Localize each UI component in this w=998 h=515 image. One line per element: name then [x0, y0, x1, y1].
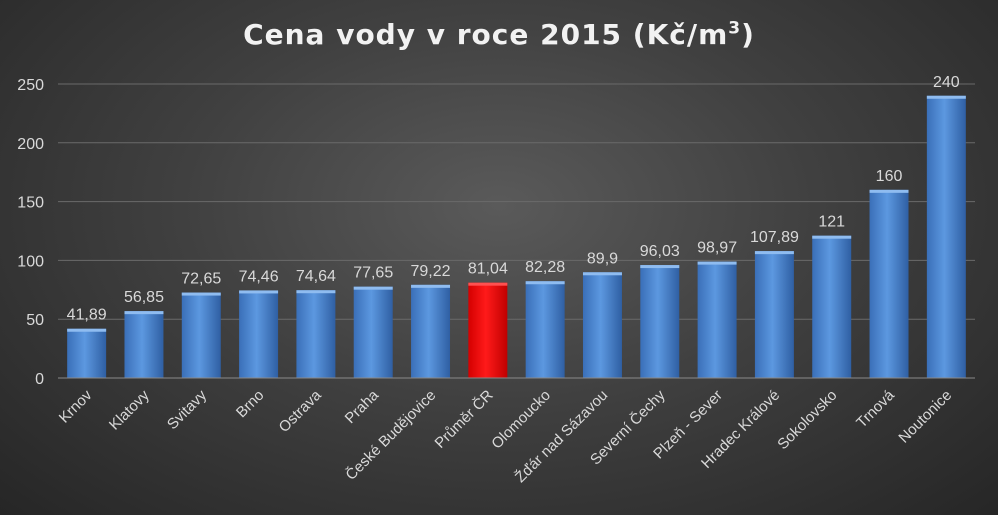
- bar-12: [754, 251, 794, 378]
- bar-top-0: [67, 328, 107, 332]
- bar-top-3: [239, 290, 279, 294]
- bar-top-15: [926, 95, 966, 99]
- bar-15: [926, 95, 966, 378]
- bar-5: [353, 286, 393, 378]
- value-label-1: 56,85: [124, 289, 164, 306]
- chart-title-end: ): [741, 18, 755, 51]
- y-tick-label-200: 200: [17, 136, 44, 153]
- value-label-12: 107,89: [750, 229, 799, 246]
- category-label-3: Brno: [233, 387, 267, 421]
- value-label-10: 96,03: [640, 243, 680, 260]
- category-label-13: Sokolovsko: [774, 387, 840, 453]
- bar-14: [869, 189, 909, 378]
- category-label-5: Praha: [342, 386, 383, 427]
- bar-10: [640, 265, 680, 378]
- category-label-2: Svitavy: [164, 386, 211, 433]
- y-tick-label-250: 250: [17, 77, 44, 94]
- bar-top-5: [353, 286, 393, 290]
- bar-top-1: [124, 311, 164, 315]
- category-label-1: Klatovy: [106, 386, 153, 433]
- value-label-15: 240: [933, 74, 960, 91]
- bar-top-12: [754, 251, 794, 255]
- bar-4: [296, 290, 336, 378]
- value-label-4: 74,64: [296, 268, 336, 285]
- y-tick-label-100: 100: [17, 253, 44, 270]
- bar-13: [812, 235, 852, 378]
- bar-top-13: [812, 235, 852, 239]
- chart-title: Cena vody v roce 2015 (Kč/m3): [0, 18, 998, 51]
- category-label-14: Trnová: [853, 386, 898, 431]
- bar-8: [525, 281, 565, 378]
- value-label-11: 98,97: [697, 240, 737, 257]
- bar-11: [697, 261, 737, 378]
- bar-top-8: [525, 281, 565, 285]
- value-label-0: 41,89: [67, 307, 107, 324]
- chart-title-superscript: 3: [728, 18, 742, 39]
- value-label-2: 72,65: [181, 271, 221, 288]
- bar-6: [411, 284, 451, 378]
- bar-0: [67, 328, 107, 378]
- value-label-7: 81,04: [468, 261, 508, 278]
- bar-top-6: [411, 284, 451, 288]
- bar-top-9: [582, 272, 622, 276]
- y-tick-label-50: 50: [26, 312, 44, 329]
- y-tick-label-150: 150: [17, 195, 44, 212]
- bar-top-11: [697, 261, 737, 265]
- value-label-9: 89,9: [587, 250, 618, 267]
- y-tick-label-0: 0: [35, 371, 44, 388]
- value-label-14: 160: [876, 168, 903, 185]
- bar-top-10: [640, 265, 680, 269]
- category-label-7: Průměr ČR: [432, 387, 497, 452]
- category-label-0: Krnov: [56, 386, 96, 426]
- bar-top-4: [296, 290, 336, 294]
- value-label-13: 121: [818, 214, 845, 231]
- bar-top-2: [181, 292, 221, 296]
- bar-1: [124, 311, 164, 378]
- chart-title-text: Cena vody v roce 2015 (Kč/m: [243, 18, 729, 51]
- category-label-4: Ostrava: [276, 386, 326, 436]
- value-label-3: 74,46: [239, 268, 279, 285]
- bar-top-7: [468, 282, 508, 286]
- category-label-15: Noutonice: [895, 387, 955, 447]
- value-label-5: 77,65: [353, 265, 393, 282]
- bar-9: [582, 272, 622, 378]
- bar-3: [239, 290, 279, 378]
- bar-7: [468, 282, 508, 378]
- value-label-6: 79,22: [411, 263, 451, 280]
- bar-top-14: [869, 189, 909, 193]
- bar-2: [181, 292, 221, 378]
- value-label-8: 82,28: [525, 259, 565, 276]
